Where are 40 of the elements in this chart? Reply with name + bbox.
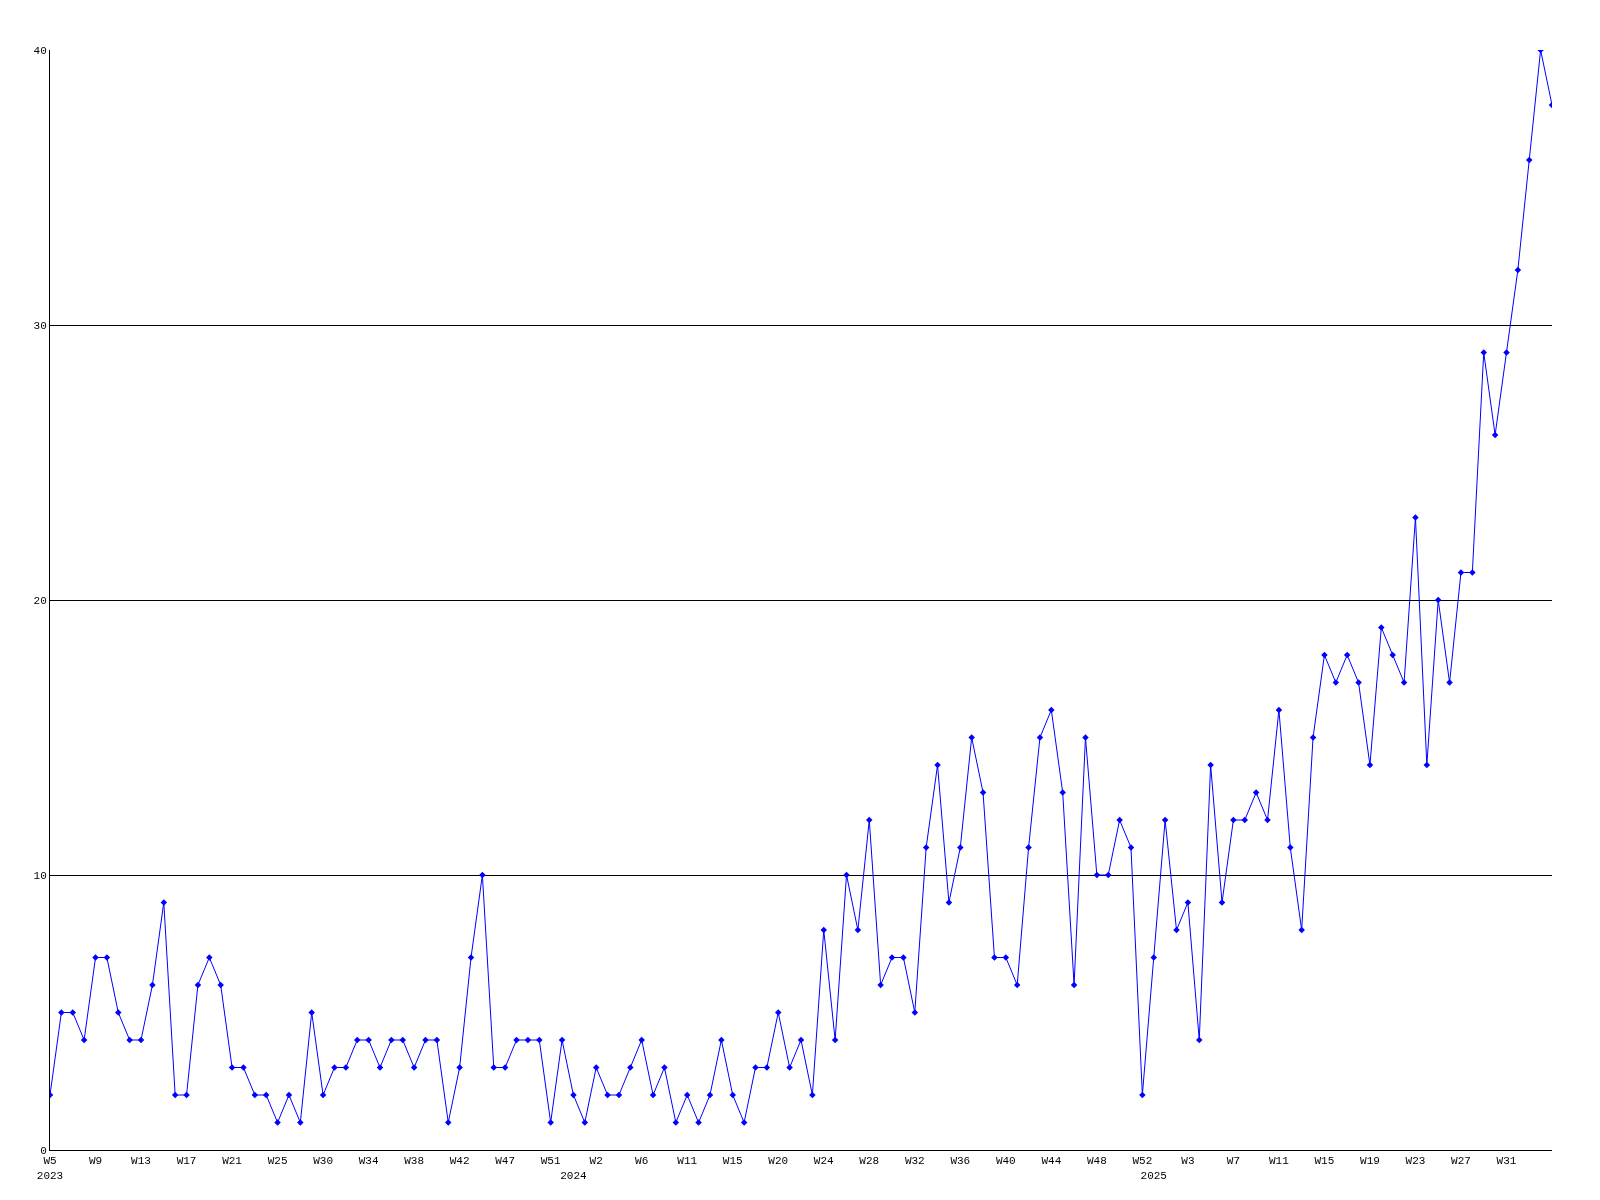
x-tick-label: W36 [950, 1155, 971, 1168]
x-tick-label: W20 [768, 1155, 789, 1168]
x-tick-label: W13 [131, 1155, 151, 1168]
y-tick-label: 10 [33, 869, 47, 882]
x-tick-label: W9 [88, 1155, 103, 1168]
x-tick-label: W15 [1314, 1155, 1335, 1168]
x-tick-label: W5 2023 [36, 1155, 64, 1182]
x-tick-label: W23 [1405, 1155, 1426, 1168]
x-tick-label: W42 [449, 1155, 470, 1168]
y-tick-label: 20 [33, 594, 47, 607]
x-tick-label: W28 [859, 1155, 880, 1168]
x-tick-label: W2 [589, 1155, 603, 1168]
x-tick-label: 2024 [560, 1169, 588, 1182]
x-tick-label: W17 [176, 1155, 197, 1168]
y-tick-label: 40 [33, 44, 47, 57]
x-tick-label: W40 [995, 1155, 1016, 1168]
x-tick-label: W51 [540, 1155, 561, 1168]
x-tick-label: W47 [495, 1155, 516, 1168]
x-tick-label: W27 [1451, 1155, 1471, 1168]
x-tick-label: W21 [222, 1155, 243, 1168]
x-tick-label: W6 [635, 1155, 649, 1168]
y-tick-label: 0 [40, 1144, 47, 1157]
x-tick-label: W38 [404, 1155, 425, 1168]
x-tick-label: W32 [904, 1155, 925, 1168]
x-tick-label: W25 [267, 1155, 288, 1168]
x-tick-label: W11 [1269, 1155, 1290, 1168]
x-tick-label: W24 [813, 1155, 835, 1168]
x-tick-label: W30 [313, 1155, 333, 1168]
x-tick-label: W34 [358, 1155, 379, 1168]
x-tick-label: W15 [722, 1155, 743, 1168]
x-tick-label: W31 [1496, 1155, 1517, 1168]
x-tick-label: W19 [1360, 1155, 1380, 1168]
x-tick-label: W11 [677, 1155, 698, 1168]
x-tick-label: W44 [1041, 1155, 1062, 1168]
x-tick-label: W3 [1181, 1155, 1195, 1168]
y-tick-label: 30 [33, 319, 47, 332]
x-tick-label: 2025 [1140, 1169, 1167, 1182]
x-tick-label: W52 [1132, 1155, 1153, 1168]
x-tick-label: W7 [1226, 1155, 1240, 1168]
x-tick-label: W48 [1086, 1155, 1107, 1168]
